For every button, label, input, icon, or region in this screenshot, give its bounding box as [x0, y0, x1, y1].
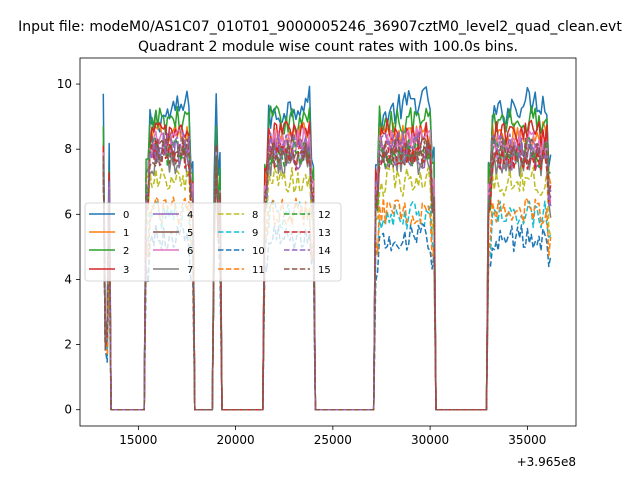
legend-label-10: 10 [252, 246, 265, 257]
plot-frame [79, 57, 577, 427]
legend-label-4: 4 [187, 210, 193, 221]
y-tick-label: 8 [64, 142, 72, 156]
legend-label-11: 11 [252, 265, 265, 276]
x-tick-label: 25000 [314, 433, 352, 447]
x-offset-label: +3.965e8 [517, 455, 576, 469]
x-tick-label: 15000 [119, 433, 157, 447]
suptitle: Input file: modeM0/AS1C07_010T01_9000005… [18, 19, 622, 35]
x-tick-label: 30000 [411, 433, 449, 447]
chart-title: Quadrant 2 module wise count rates with … [138, 39, 518, 55]
legend-label-14: 14 [318, 246, 331, 257]
legend-box [84, 202, 342, 282]
series-line-9 [102, 154, 552, 411]
y-tick-label: 10 [57, 77, 72, 91]
x-tick-label: 20000 [217, 433, 255, 447]
legend-label-2: 2 [123, 246, 129, 257]
legend-label-6: 6 [187, 246, 193, 257]
legend-label-7: 7 [187, 265, 193, 276]
y-tick-label: 4 [64, 272, 72, 286]
legend-label-3: 3 [123, 265, 129, 276]
series-line-11 [102, 154, 552, 411]
x-tick-label: 35000 [508, 433, 546, 447]
legend-label-9: 9 [252, 228, 258, 239]
series-line-10 [102, 154, 552, 411]
legend-label-1: 1 [123, 228, 129, 239]
legend-label-5: 5 [187, 228, 193, 239]
legend-label-15: 15 [318, 265, 331, 276]
y-tick-label: 0 [64, 403, 72, 417]
legend-label-13: 13 [318, 228, 331, 239]
y-tick-label: 6 [64, 207, 72, 221]
legend-label-8: 8 [252, 210, 258, 221]
legend-label-0: 0 [123, 210, 129, 221]
y-tick-label: 2 [64, 338, 72, 352]
series-line-8 [102, 154, 552, 411]
series-line-15 [102, 137, 552, 411]
legend-label-12: 12 [318, 210, 331, 221]
